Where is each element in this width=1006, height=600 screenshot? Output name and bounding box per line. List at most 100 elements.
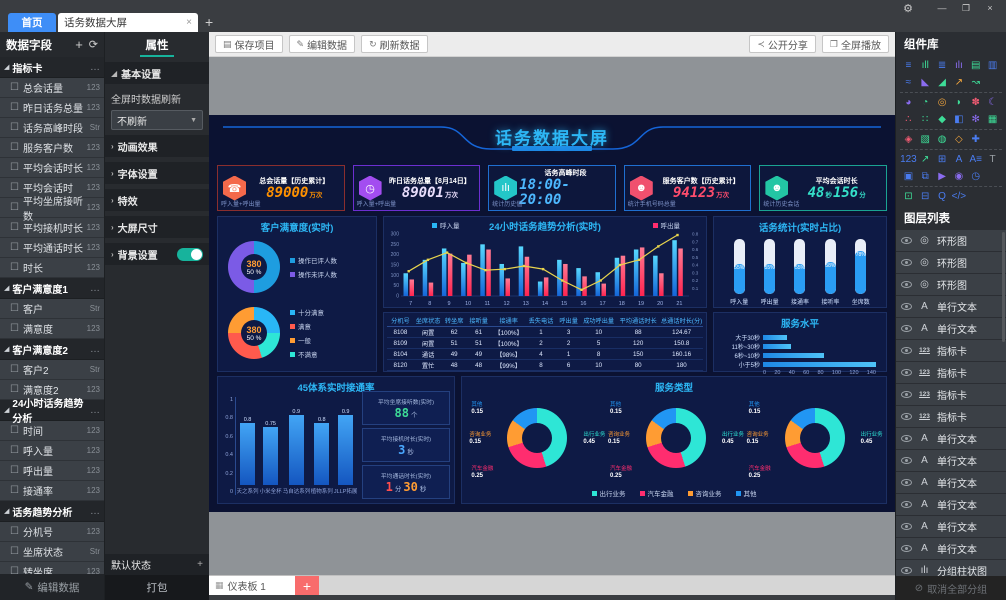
line-chart-icon[interactable]: ≈ [905,77,912,88]
cube-icon[interactable]: ◇ [955,134,963,145]
layer-row[interactable]: A 单行文本 [896,472,1006,493]
field-row[interactable]: ☐ 时长 123 [0,258,104,278]
field-row[interactable]: ☐ 昨日话务总量 123 [0,98,104,118]
more-icon[interactable]: … [90,505,100,517]
checkbox-icon[interactable]: ☐ [10,102,19,113]
share-button[interactable]: ≺ 公开分享 [749,35,816,53]
more-icon[interactable]: … [90,404,100,416]
section-font[interactable]: › 字体设置 [105,162,209,184]
section-effects[interactable]: › 特效 [105,189,209,211]
visibility-eye-icon[interactable] [901,567,912,574]
minimize-icon[interactable]: — [937,3,947,13]
table-row[interactable]: 8109 闲置 51 51 【100%】 2 2 5 120 150.8 [387,338,703,349]
layer-row[interactable]: 123 指标卡 [896,340,1006,361]
pie-chart-icon[interactable]: ◕ [905,97,912,108]
section-screen-size[interactable]: › 大屏尺寸 [105,216,209,238]
layer-row[interactable]: 123 指标卡 [896,406,1006,427]
field-row[interactable]: ☐ 平均会话时 123 [0,178,104,198]
refresh-data-button[interactable]: ↻ 刷新数据 [361,35,428,53]
connect-rate-panel[interactable]: 45体系实时接通率 1 0.8 0.6 0.4 0.2 0 0.8 天之系列 0.75 小米全杯… [217,376,455,504]
field-row[interactable]: ☐ 平均坐席接听数 123 [0,197,104,223]
code-icon[interactable]: </> [951,191,967,202]
trend-up-icon[interactable]: ↗ [954,77,964,88]
close-icon[interactable]: × [987,3,993,13]
field-row[interactable]: ☐ 平均接机时长 123 [0,218,104,238]
trend24-panel[interactable]: 24小时话务趋势分析(实时) 呼入量 呼出量 0 50 100 150 200 250 30… [383,216,707,308]
text-block-icon[interactable]: T [989,154,996,165]
default-state-row[interactable]: 默认状态 + [105,554,209,575]
column-chart2-icon[interactable]: ılı [955,60,963,71]
area-chart2-icon[interactable]: ◢ [938,77,946,88]
table-row[interactable]: 8108 闲置 62 61 【100%】 1 3 10 88 124.67 [387,327,703,338]
trend-metric-icon[interactable]: ↗ [921,154,930,165]
metric-card[interactable]: ılı 话务高峰时段 18:00-20:00 统计历史值 [488,165,616,211]
percent-donut-icon[interactable]: ◎ [937,97,947,108]
bar-chart-icon[interactable]: ≣ [937,60,947,71]
checkbox-icon[interactable]: ☐ [10,202,19,213]
visibility-eye-icon[interactable] [901,457,912,464]
satisfaction-panel[interactable]: 客户满意度(实时) 380 50 % 操作已评人数 操作未评人数 380 50 % 十分满意… [217,216,377,372]
layer-row[interactable]: A 单行文本 [896,428,1006,449]
more-icon[interactable]: … [90,343,100,355]
checkbox-icon[interactable]: ☐ [10,425,19,436]
clock-icon[interactable]: ◷ [971,171,981,182]
field-row[interactable]: ☐ 呼出量 123 [0,461,104,481]
map-icon[interactable]: ◈ [904,134,913,145]
visibility-eye-icon[interactable] [901,369,912,376]
flow-icon[interactable]: ⊡ [904,191,913,202]
field-row[interactable]: ☐ 转坐席 123 [0,562,104,574]
checkbox-icon[interactable]: ☐ [10,485,19,496]
text-icon[interactable]: A [955,154,963,165]
editor-canvas[interactable]: 话务数据大屏 ☎ 总会话量【历史累计】 89000 万次 呼入量+呼出量 ◷ 昨日话务总量【… [209,57,895,575]
checkbox-icon[interactable]: ☐ [10,323,19,334]
area-chart-icon[interactable]: ◣ [921,77,930,88]
checkbox-icon[interactable]: ☐ [10,222,19,233]
edit-data-button[interactable]: ✎ 编辑数据 [288,35,356,53]
visibility-eye-icon[interactable] [901,391,912,398]
visibility-eye-icon[interactable] [901,479,912,486]
checkbox-icon[interactable]: ☐ [10,262,19,273]
bar-chart-h-icon[interactable]: ≡ [905,60,912,71]
checkbox-icon[interactable]: ☐ [10,303,19,314]
tab-dashboard-doc[interactable]: 话务数据大屏 × [58,13,198,32]
bubble-chart-icon[interactable]: ∷ [922,114,929,125]
field-group-header[interactable]: ◢ 客户满意度2… [0,339,104,360]
edit-data-button[interactable]: ✎ 编辑数据 [0,574,104,600]
hexagon-chart-icon[interactable]: ◆ [938,114,946,125]
field-group-header[interactable]: ◢ 话务趋势分析… [0,501,104,522]
visibility-eye-icon[interactable] [901,259,912,266]
refresh-mode-select[interactable]: 不刷新 ▼ [111,110,203,130]
flower-chart-icon[interactable]: ✻ [971,114,980,125]
layer-row[interactable]: 123 指标卡 [896,362,1006,383]
scatter-chart-icon[interactable]: ∴ [905,114,912,125]
checkbox-icon[interactable]: ☐ [10,242,19,253]
call-stats-panel[interactable]: 话务统计(实时占比) 55% 呼入量 55% 呼出量 55% 接通率 58% 接听率 78% 坐席… [713,216,887,308]
layer-row[interactable]: A 单行文本 [896,296,1006,317]
metric-list-icon[interactable]: ⊟ [921,191,930,202]
section-animation[interactable]: › 动画效果 [105,135,209,157]
donut-chart-icon[interactable]: ◔ [922,97,929,108]
map-area-icon[interactable]: ▧ [920,134,930,145]
puzzle-icon[interactable]: ✚ [971,134,980,145]
save-project-button[interactable]: ▤ 保存项目 [215,35,283,53]
trend-line-icon[interactable]: ↝ [971,77,980,88]
package-button[interactable]: 打包 [105,575,209,600]
gear-icon[interactable]: ⚙ [903,2,913,15]
table-row[interactable]: 8104 通话 49 49 【98%】 4 1 8 150 160.16 [387,349,703,360]
metric-card[interactable]: ☎ 总会话量【历史累计】 89000 万次 呼入量+呼出量 [217,165,345,211]
add-dashboard-button[interactable]: + [295,576,319,595]
video-icon[interactable]: ▶ [938,171,946,182]
section-basic-settings[interactable]: ◢ 基本设置 [105,62,209,84]
layer-row[interactable]: A 单行文本 [896,494,1006,515]
field-row[interactable]: ☐ 分机号 123 [0,522,104,542]
field-row[interactable]: ☐ 呼入量 123 [0,441,104,461]
checkbox-icon[interactable]: ☐ [10,465,19,476]
more-icon[interactable]: … [90,282,100,294]
checkbox-icon[interactable]: ☐ [10,122,19,133]
stacked-column-icon[interactable]: ▥ [987,60,998,71]
table-row[interactable]: 8120 置忙 48 48 【99%】 8 6 10 80 180 [387,360,703,371]
checkbox-icon[interactable]: ☐ [10,82,19,93]
field-row[interactable]: ☐ 客户 Str [0,299,104,319]
checkbox-icon[interactable]: ☐ [10,142,19,153]
layer-row[interactable]: ◎ 环形图 [896,252,1006,273]
